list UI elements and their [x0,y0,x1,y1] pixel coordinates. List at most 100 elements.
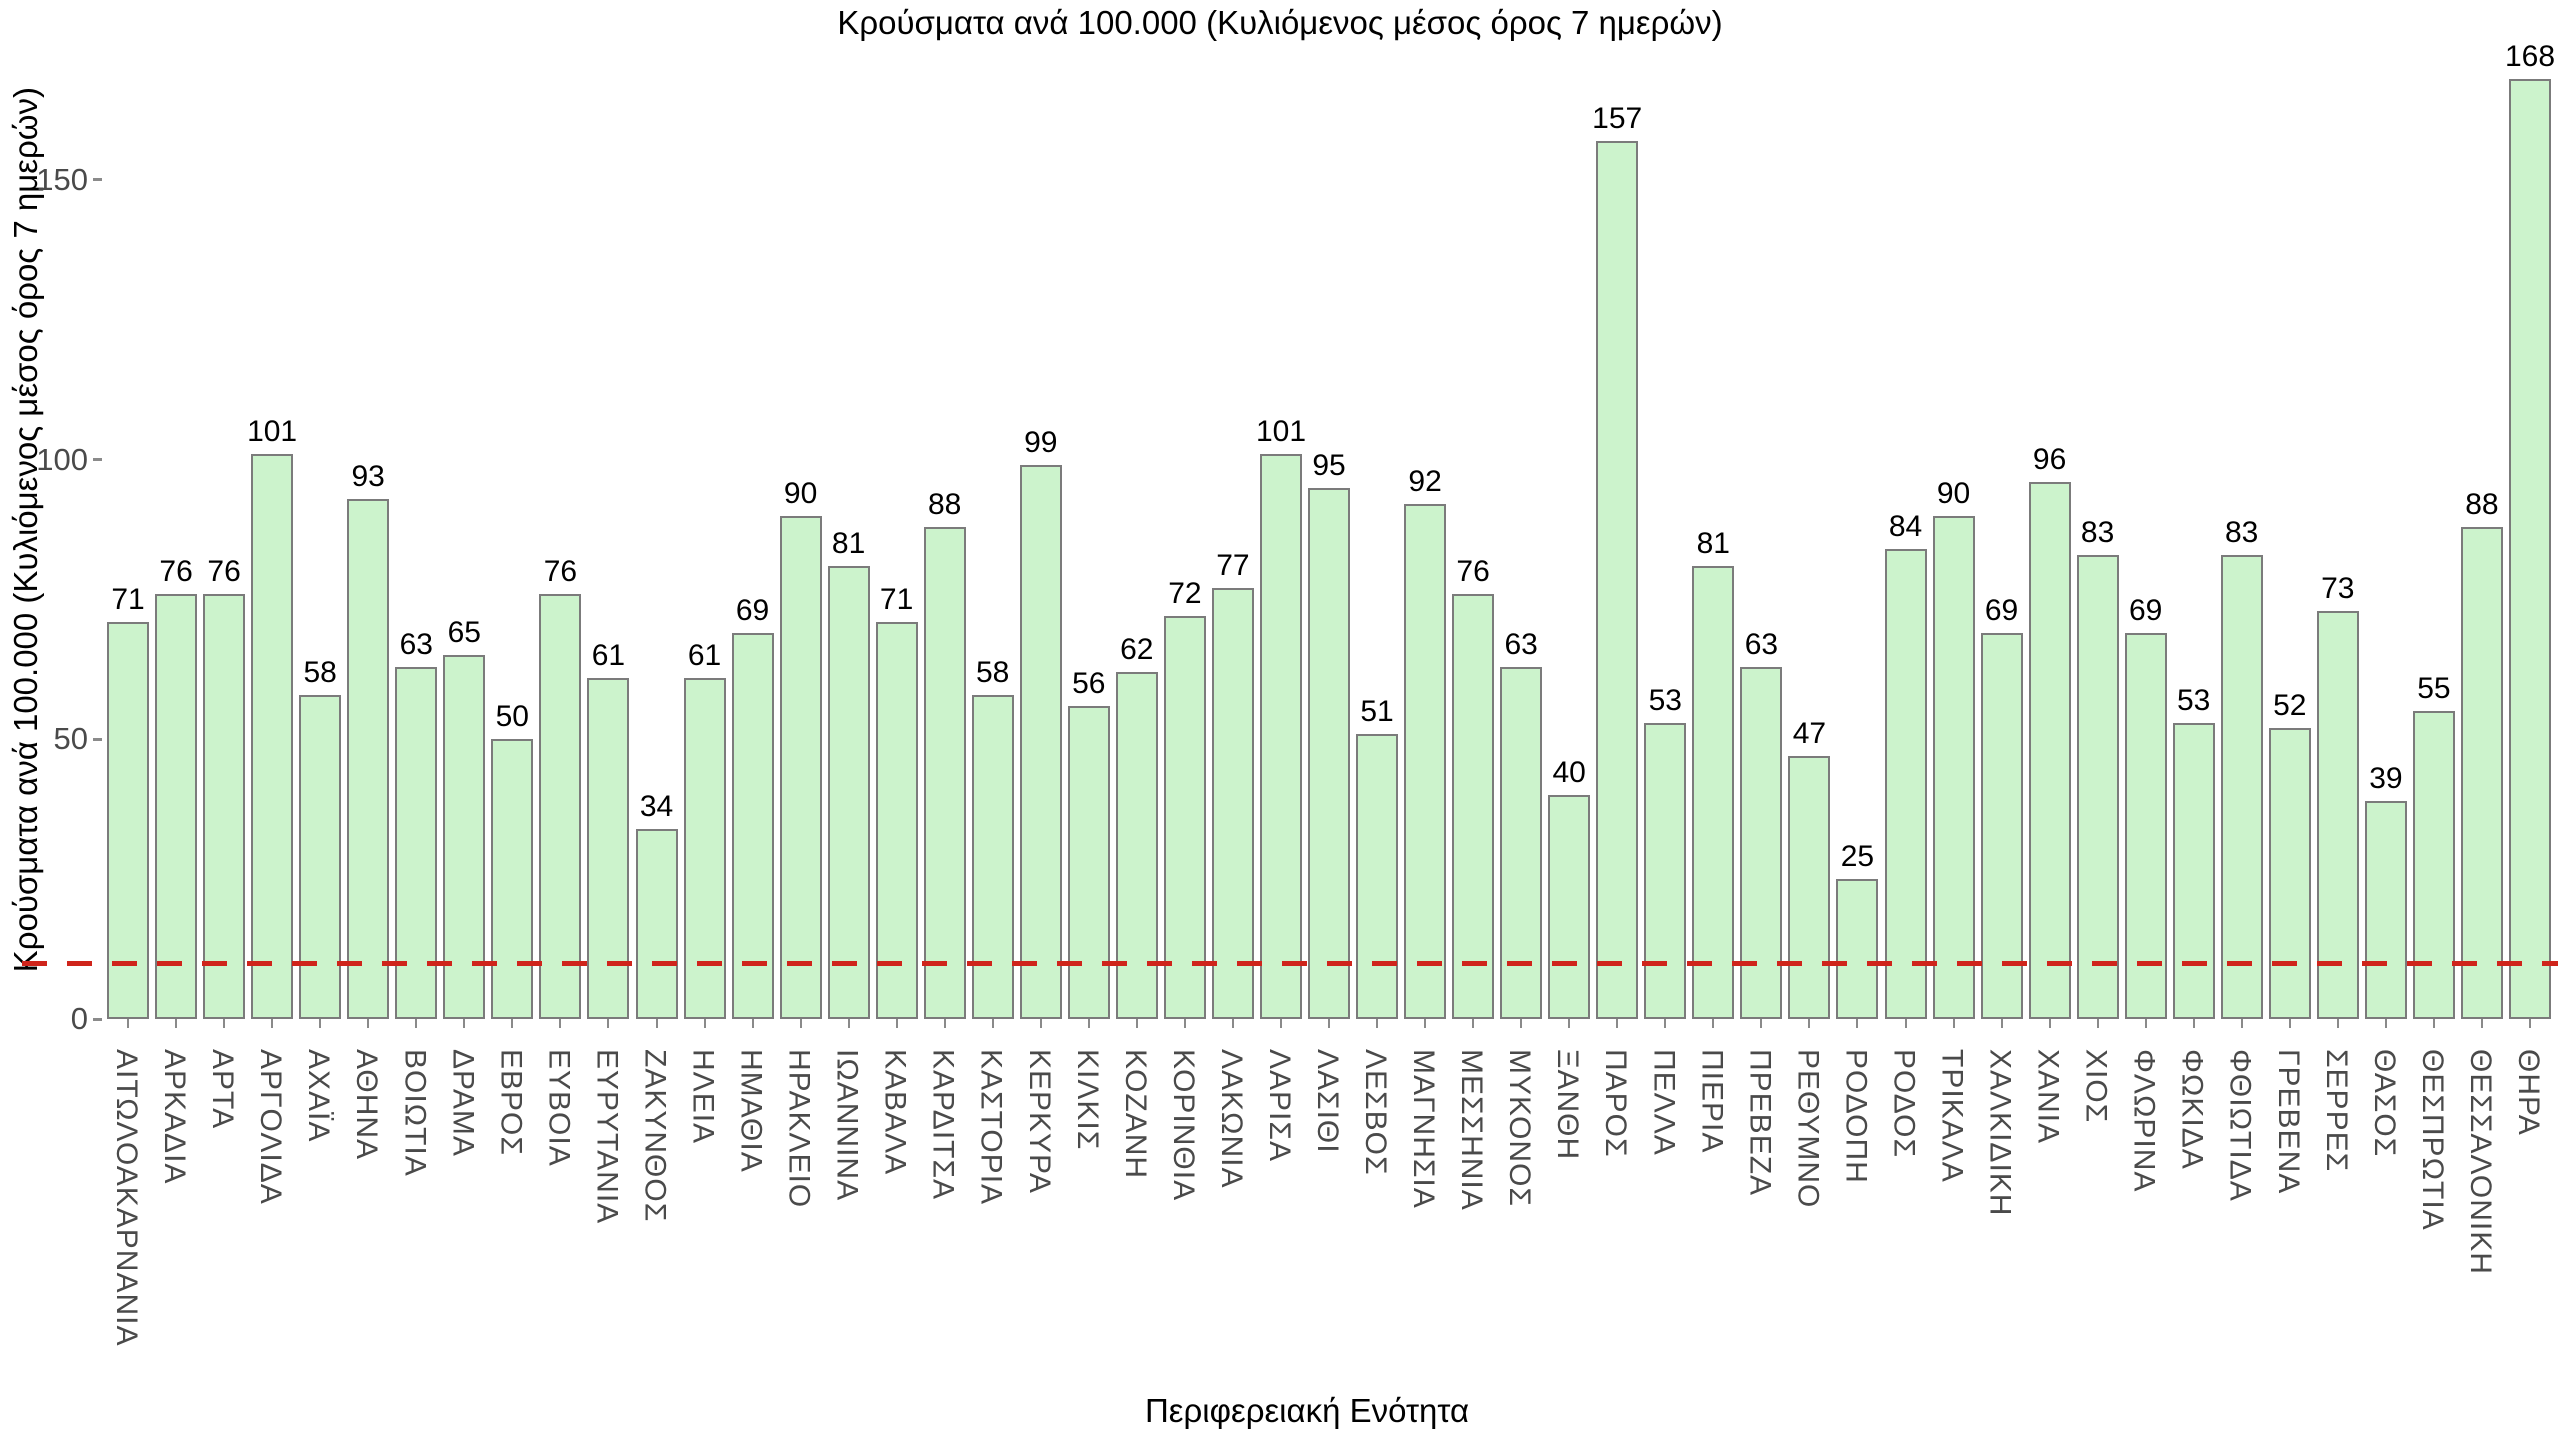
bar-value-label: 53 [2177,684,2211,717]
bar [347,499,390,1019]
x-tick-label: ΕΥΒΟΙΑ [542,1049,576,1167]
bar [1308,488,1350,1019]
x-tick-mark [175,1019,178,1028]
x-tick-mark [751,1019,754,1028]
x-tick-mark [1952,1019,1955,1028]
bar [1404,504,1447,1019]
x-tick-label: ΑΡΓΟΛΙΔΑ [254,1049,288,1205]
bar-value-label: 62 [1120,633,1154,666]
x-tick-label: ΧΑΛΚΙΔΙΚΗ [1983,1049,2017,1217]
bar [1884,549,1927,1019]
x-tick-mark [847,1019,850,1028]
bar [1500,667,1543,1019]
bar [2124,633,2167,1019]
bar-value-label: 99 [1024,426,1058,459]
bar [1067,706,1110,1019]
x-tick-mark [2096,1019,2099,1028]
bar-value-label: 53 [1648,684,1682,717]
y-tick-mark [93,178,102,182]
x-tick-label: ΦΘΙΩΤΙΔΑ [2223,1049,2257,1202]
bar-value-label: 88 [2465,488,2499,521]
bar-value-label: 76 [159,555,193,588]
y-tick-mark [93,458,102,462]
x-tick-mark [559,1019,562,1028]
x-tick-label: ΚΕΡΚΥΡΑ [1022,1049,1056,1194]
bar [107,622,149,1019]
x-tick-mark [1520,1019,1523,1028]
bar [971,695,1014,1019]
bar [827,566,870,1019]
x-tick-mark [2529,1019,2531,1028]
bar-value-label: 73 [2321,572,2355,605]
x-tick-label: ΚΟΡΙΝΘΙΑ [1166,1049,1200,1202]
bar [1260,454,1302,1019]
bar [1980,633,2023,1019]
bar-value-label: 69 [2129,594,2163,627]
bar [2172,723,2215,1019]
bar [251,454,294,1019]
x-tick-mark [2048,1019,2051,1028]
bar-value-label: 84 [1888,510,1923,543]
x-tick-mark [2336,1019,2339,1028]
x-tick-label: ΚΑΡΔΙΤΣΑ [926,1049,960,1201]
x-tick-label: ΑΡΚΑΔΙΑ [158,1049,192,1185]
x-tick-label: ΛΕΣΒΟΣ [1359,1049,1392,1176]
x-tick-label: ΘΕΣΠΡΩΤΙΑ [2415,1049,2449,1231]
x-tick-mark [319,1019,322,1028]
bar-value-label: 63 [1504,628,1538,661]
bar [2460,527,2503,1019]
bar-value-label: 47 [1792,717,1827,750]
bar [923,527,966,1019]
bar-value-label: 96 [2032,443,2067,476]
x-tick-label: ΑΙΤΩΛΟΑΚΑΡΝΑΝΙΑ [110,1049,143,1347]
x-tick-mark [1472,1019,1475,1028]
y-tick-label: 0 [70,1001,88,1036]
x-tick-mark [1904,1019,1907,1028]
bar [2509,79,2551,1019]
bar-value-label: 71 [879,583,914,616]
x-tick-mark [895,1019,898,1028]
x-tick-mark [2384,1019,2387,1028]
x-tick-mark [367,1019,370,1028]
x-tick-label: ΜΑΓΝΗΣΙΑ [1407,1049,1441,1209]
x-tick-mark [1664,1019,1667,1028]
bar-value-label: 39 [2369,762,2403,795]
bar [2028,482,2071,1019]
x-tick-label: ΠΙΕΡΙΑ [1695,1049,1729,1154]
bar [203,594,246,1019]
bar-value-label: 93 [351,460,385,493]
x-tick-label: ΛΑΡΙΣΑ [1263,1049,1296,1162]
x-tick-label: ΧΙΟΣ [2079,1049,2113,1124]
y-tick-label: 150 [36,161,88,197]
x-tick-label: ΒΟΙΩΤΙΑ [398,1049,432,1177]
y-tick-mark [93,737,102,741]
x-tick-mark [655,1019,658,1028]
bar [779,516,822,1019]
x-tick-label: ΡΕΘΥΜΝΟ [1791,1049,1825,1209]
bar-value-label: 168 [2504,40,2556,73]
bar-value-label: 81 [831,527,866,560]
bar-value-label: 90 [1936,477,1971,510]
x-tick-label: ΗΛΕΙΑ [686,1049,720,1145]
chart-title: Κρούσματα ανά 100.000 (Κυλιόμενος μέσος … [837,4,1723,41]
x-tick-label: ΦΩΚΙΔΑ [2175,1049,2209,1170]
bar-value-label: 58 [303,656,337,689]
x-tick-mark [799,1019,802,1028]
bar [635,829,678,1019]
bar-value-label: 40 [1552,756,1586,789]
bar-value-label: 72 [1168,577,1202,610]
x-tick-label: ΠΡΕΒΕΖΑ [1743,1049,1777,1197]
x-tick-mark [1424,1019,1427,1028]
bar [1932,516,1975,1019]
x-tick-label: ΠΕΛΛΑ [1647,1049,1681,1156]
x-tick-mark [943,1019,946,1028]
x-tick-mark [223,1019,226,1028]
bar [1211,588,1254,1019]
x-tick-label: ΘΗΡΑ [2512,1049,2545,1136]
x-tick-label: ΗΜΑΘΙΑ [734,1049,768,1173]
x-tick-mark [607,1019,610,1028]
x-tick-mark [511,1019,514,1028]
x-tick-label: ΣΕΡΡΕΣ [2319,1049,2353,1173]
bar-value-label: 76 [207,555,241,588]
plot-area: 71 76 76 101 58 93 63 65 50 76 61 34 61 69 90 81 71 88 58 9… [22,40,2558,1028]
